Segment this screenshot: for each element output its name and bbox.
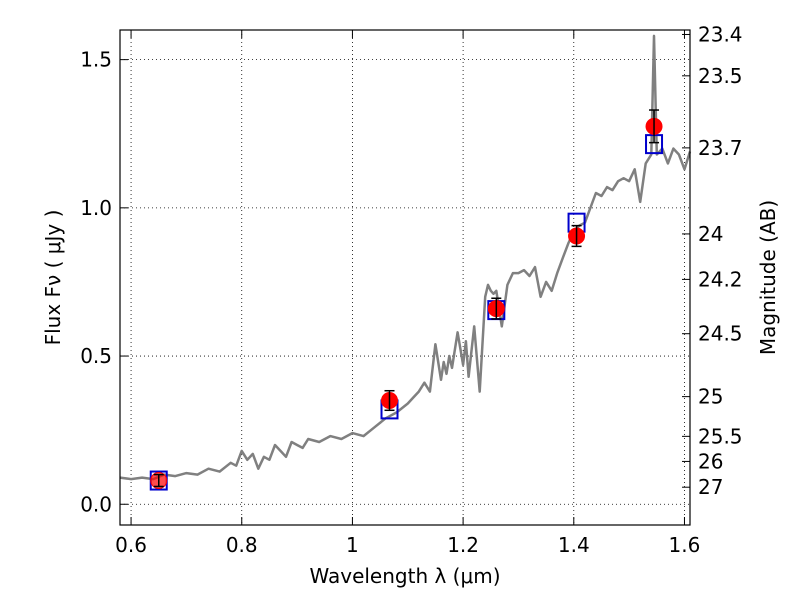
grid	[120, 30, 690, 525]
model-spectrum-line	[119, 34, 692, 481]
y-tick-label: 1.5	[80, 48, 112, 72]
plot-frame	[119, 29, 691, 526]
y-axis-label-right: Magnitude (AB)	[756, 200, 780, 355]
right-tick-label: 26	[698, 449, 723, 473]
spectrum-polyline	[119, 34, 692, 481]
x-tick-label: 0.6	[115, 533, 147, 557]
y-tick-label: 0.5	[80, 344, 112, 368]
y-axis-label-left: Flux Fν ( μJy )	[41, 210, 65, 346]
right-tick-label: 27	[698, 475, 723, 499]
right-tick-label: 25.5	[698, 424, 743, 448]
x-axis-label: Wavelength λ (μm)	[309, 564, 500, 588]
x-tick-label: 1.4	[558, 533, 590, 557]
right-tick-label: 23.5	[698, 64, 743, 88]
y-tick-label: 1.0	[80, 196, 112, 220]
right-tick-label: 24.2	[698, 267, 743, 291]
observed-photometry-markers	[150, 109, 663, 490]
x-tick-label: 1	[346, 533, 359, 557]
right-tick-label: 23.7	[698, 136, 743, 160]
axis-ticks: 0.6 0.8 1 1.2 1.4 1.6 0.0 0.5 1.0 1.5 23.4 23.5 23.7…	[80, 22, 742, 557]
x-tick-label: 1.6	[669, 533, 701, 557]
right-tick-label: 25	[698, 385, 723, 409]
right-tick-label: 23.4	[698, 22, 743, 46]
right-tick-label: 24	[698, 222, 723, 246]
x-tick-label: 1.2	[447, 533, 479, 557]
y-tick-label: 0.0	[80, 492, 112, 516]
right-tick-label: 24.5	[698, 322, 743, 346]
x-tick-label: 0.8	[226, 533, 258, 557]
